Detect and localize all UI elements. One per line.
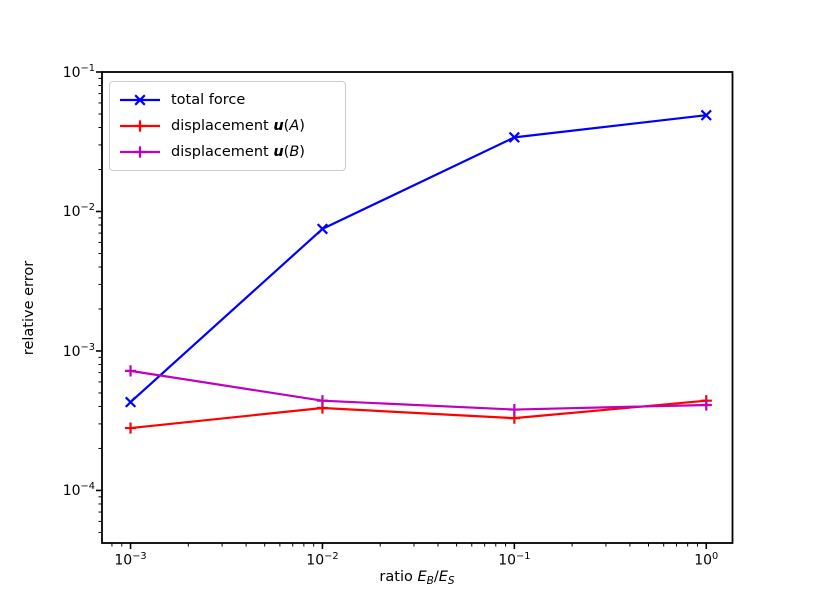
tick-label-exponent: −2 [80, 202, 95, 214]
y-tick-label: 10−3 [63, 343, 95, 359]
tick-label-base: 10 [62, 483, 81, 500]
tick-label-exponent: −2 [324, 551, 339, 562]
series-markers-total-force [124, 109, 712, 408]
legend-label-part: displacement [171, 144, 274, 160]
legend-label-part: displacement [171, 118, 274, 134]
x-tick-label: 10−3 [114, 552, 146, 568]
legend-marker-glyph [134, 146, 146, 158]
legend-item: displacement u(A) [118, 113, 337, 139]
series-line-displacement-u-a [130, 399, 707, 430]
x-axis-label-part: E [438, 569, 448, 585]
tick-label-base: 10 [114, 552, 133, 569]
legend-label: displacement u(A) [171, 118, 305, 134]
series-markers-displacement-u-a [124, 395, 712, 434]
legend-label: displacement u(B) [171, 144, 305, 160]
x-axis-label-part: / [433, 569, 439, 585]
tick-label-base: 10 [306, 552, 325, 569]
legend-marker-glyph [134, 120, 146, 132]
series-line-total-force [129, 114, 707, 403]
y-tick-label: 10−1 [63, 64, 95, 80]
legend-label: total force [171, 92, 245, 108]
tick-label-base: 10 [694, 552, 713, 569]
legend-label-part: u [273, 118, 284, 134]
legend-item: total force [118, 87, 337, 113]
tick-label-base: 10 [62, 204, 81, 221]
legend-marker-plus-icon [120, 120, 160, 132]
x-axis-label: ratio EB/ES [379, 569, 454, 587]
tick-label-exponent: −3 [132, 551, 147, 562]
x-axis-label-part: E [417, 569, 427, 585]
series-markers-displacement-u-b [124, 365, 712, 416]
legend-marker-glyph [134, 94, 146, 106]
tick-label-base: 10 [62, 64, 81, 81]
legend-marker-x-icon [120, 94, 160, 106]
tick-label-exponent: −1 [80, 63, 95, 75]
tick-label-exponent: 0 [712, 551, 719, 562]
x-axis-label-part: ratio [379, 569, 418, 585]
legend-label-part: ) [299, 118, 305, 134]
x-tick-label: 10−1 [498, 552, 530, 568]
tick-label-exponent: −3 [80, 342, 95, 354]
tick-label-base: 10 [62, 343, 81, 360]
legend-label-part: B [289, 144, 300, 160]
y-tick-label: 10−2 [62, 202, 95, 221]
legend-label-part: ( [283, 144, 290, 160]
x-axis-label-part: B [426, 575, 434, 587]
tick-label-base: 10 [498, 552, 517, 569]
tick-label-exponent: −1 [516, 551, 531, 562]
x-tick-label: 10−2 [306, 552, 338, 568]
plot-spines [101, 71, 734, 544]
legend-marker-plus-icon [120, 146, 160, 158]
legend-label-part: ( [283, 118, 290, 134]
x-tick-label: 100 [694, 552, 718, 568]
legend-label-part: ) [299, 144, 305, 160]
legend-label-part: A [289, 118, 300, 134]
legend: total force displacement u(A) displacement… [109, 81, 346, 171]
legend-item: displacement u(B) [118, 139, 337, 165]
tick-label-exponent: −4 [80, 481, 95, 493]
y-axis-label: relative error [21, 260, 37, 356]
series-line-displacement-u-b [130, 369, 707, 411]
y-tick-label: 10−4 [62, 481, 95, 500]
x-axis-label-part: S [447, 575, 455, 587]
legend-label-part: u [273, 144, 284, 160]
legend-label-part: total force [171, 92, 246, 108]
